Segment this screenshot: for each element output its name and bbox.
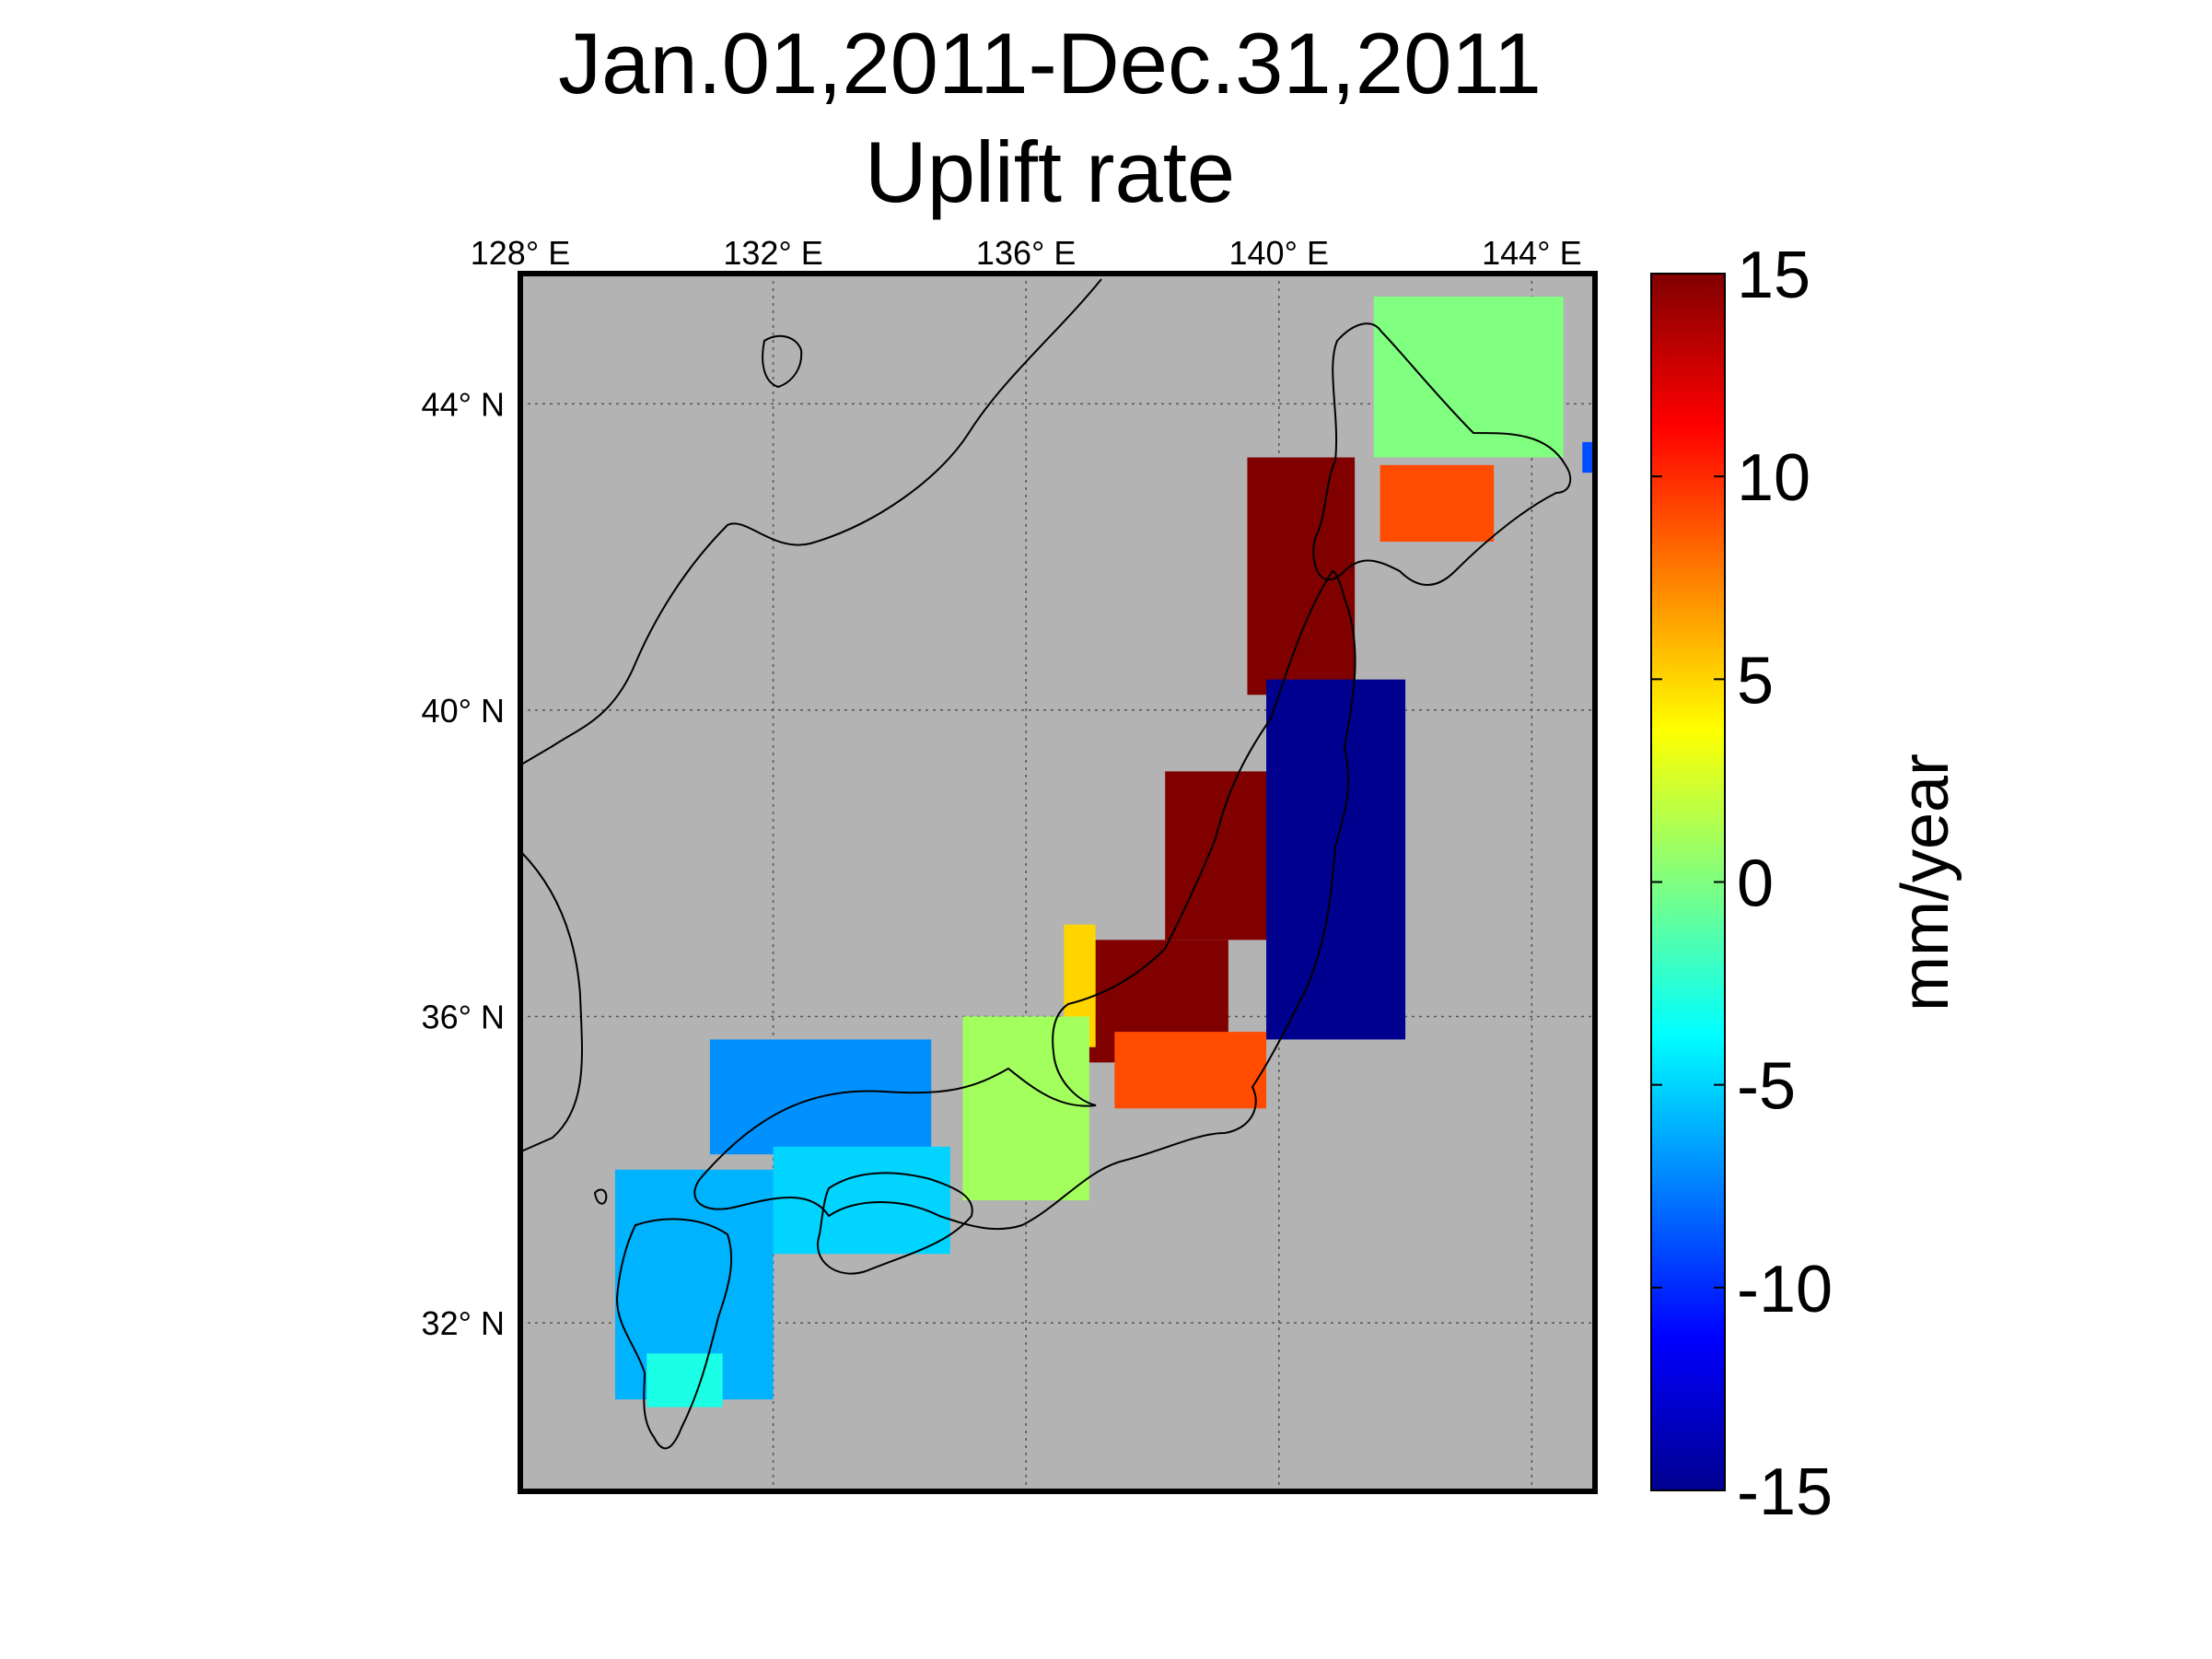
uplift-cell-7	[1114, 1032, 1267, 1109]
shikoku-coastline	[817, 1172, 973, 1275]
map-frame	[518, 271, 1598, 1494]
lon-label-144: 144° E	[1482, 234, 1581, 272]
colorbar	[1650, 273, 1726, 1491]
sakhalin-coastline	[762, 334, 803, 389]
coastlines	[520, 278, 1572, 1450]
asia-coastline	[520, 278, 1102, 765]
uplift-cell-4	[1266, 679, 1406, 1040]
colorbar-tick-label-5: -10	[1737, 1253, 1833, 1326]
korea-coastline	[520, 851, 583, 1152]
honshu-coastline	[693, 569, 1356, 1231]
uplift-cell-5	[1165, 771, 1267, 940]
uplift-cell-0	[1373, 296, 1564, 458]
hokkaido-coastline	[1312, 322, 1572, 586]
colorbar-tick-label-1: 10	[1737, 441, 1810, 515]
colorbar-ticks: 15 10 5 0 -5 -10 -15	[1651, 239, 1833, 1529]
lon-label-140: 140° E	[1229, 234, 1329, 272]
figure-title-quantity: Uplift rate	[864, 123, 1236, 220]
tsushima-coastline	[593, 1188, 608, 1205]
lon-label-128: 128° E	[471, 234, 570, 272]
lon-label-132: 132° E	[723, 234, 822, 272]
colorbar-tick-label-0: 15	[1737, 239, 1810, 312]
uplift-field	[614, 296, 1595, 1408]
uplift-cell-9	[962, 1016, 1089, 1201]
uplift-cell-13	[646, 1353, 723, 1408]
colorbar-label: mm/year	[1889, 754, 1962, 1011]
uplift-cell-2	[1380, 464, 1495, 543]
latitude-labels: 32° N 36° N 40° N 44° N	[422, 385, 505, 1342]
colorbar-tick-label-4: -5	[1737, 1050, 1796, 1124]
uplift-cell-11	[773, 1146, 950, 1255]
lat-label-40: 40° N	[422, 692, 505, 730]
lat-label-44: 44° N	[422, 385, 505, 423]
figure-title-dates: Jan.01,2011-Dec.31,2011	[558, 15, 1542, 111]
colorbar-tick-label-3: 0	[1737, 847, 1774, 921]
lat-label-32: 32° N	[422, 1304, 505, 1342]
lat-label-36: 36° N	[422, 999, 505, 1036]
lon-label-136: 136° E	[976, 234, 1076, 272]
colorbar-tick-label-2: 5	[1737, 644, 1774, 718]
kyushu-coastline	[615, 1218, 733, 1450]
longitude-labels: 128° E 132° E 136° E 140° E 144° E	[471, 234, 1582, 272]
uplift-cell-1	[1582, 441, 1595, 473]
colorbar-tick-label-6: -15	[1737, 1455, 1833, 1529]
